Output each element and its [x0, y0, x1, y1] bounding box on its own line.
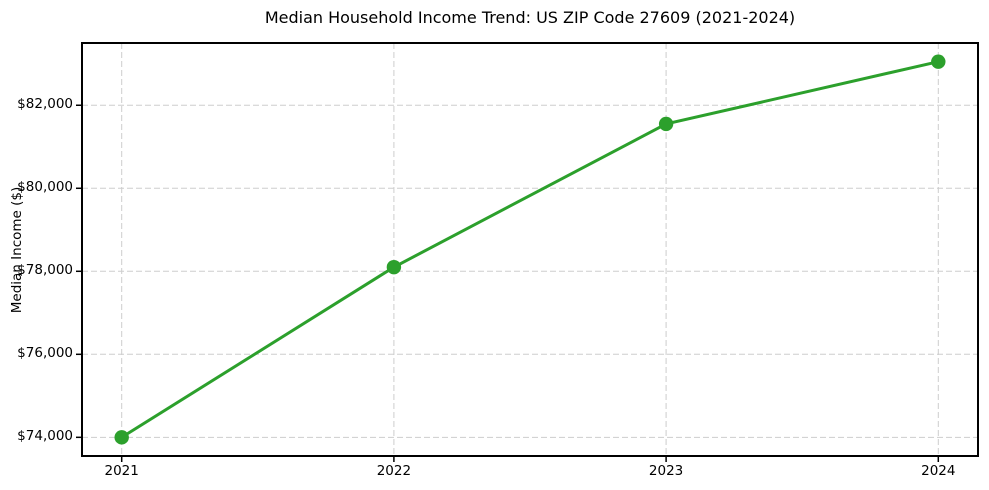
y-tick-label: $76,000 [17, 345, 73, 362]
x-tick-label: 2021 [104, 463, 139, 479]
y-tick-label: $74,000 [17, 428, 73, 445]
data-point-2022 [386, 259, 402, 275]
chart-title: Median Household Income Trend: US ZIP Co… [264, 8, 796, 27]
plot-frame [81, 42, 979, 457]
y-tick-label: $80,000 [17, 179, 73, 196]
trend-line [120, 60, 940, 439]
x-tick-label: 2024 [921, 463, 956, 479]
x-tick-label: 2023 [648, 463, 684, 479]
y-tick-label: $78,000 [17, 262, 73, 279]
data-point-2023 [658, 116, 674, 132]
x-tick-label: 2022 [376, 463, 412, 479]
data-point-2021 [114, 430, 129, 445]
y-tick-label: $82,000 [17, 96, 73, 113]
data-point-2024 [931, 54, 946, 69]
